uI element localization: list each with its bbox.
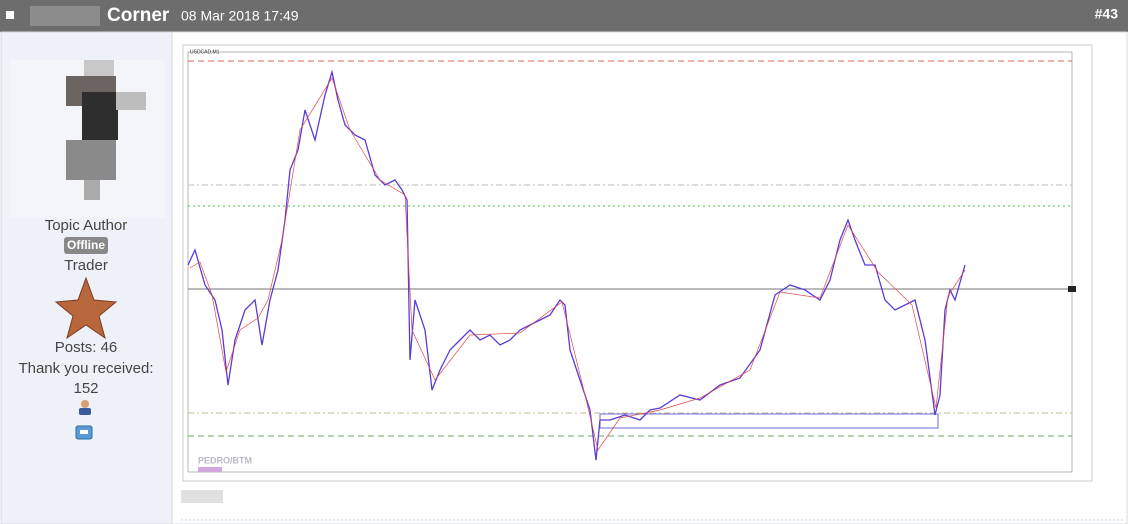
topic-author: Topic Author: [45, 217, 128, 234]
post-count: Posts: 46: [55, 339, 118, 356]
chart-image: USDCAD,M1 PEDRO/BTM: [182, 44, 1093, 482]
rank: Trader: [64, 257, 108, 274]
status-badge: [64, 237, 108, 254]
message-icon[interactable]: [75, 425, 93, 440]
author-name[interactable]: Corner: [107, 5, 170, 26]
post-number[interactable]: #43: [1095, 6, 1119, 22]
chart-symbol: USDCAD,M1: [190, 49, 220, 55]
thanks-label: Thank you received:: [18, 360, 153, 377]
blurred-caption: [181, 490, 223, 503]
avatar[interactable]: [10, 60, 165, 218]
blurred-name: [30, 6, 100, 26]
rank-star: [54, 276, 118, 340]
status: Offline: [67, 238, 105, 252]
post-icon: [6, 11, 14, 19]
thanks-count: 152: [73, 380, 98, 397]
profile-icon[interactable]: [79, 400, 91, 415]
chart-watermark: PEDRO/BTM: [198, 455, 252, 465]
post-date: 08 Mar 2018 17:49: [181, 8, 299, 24]
post-header: [0, 0, 1128, 32]
